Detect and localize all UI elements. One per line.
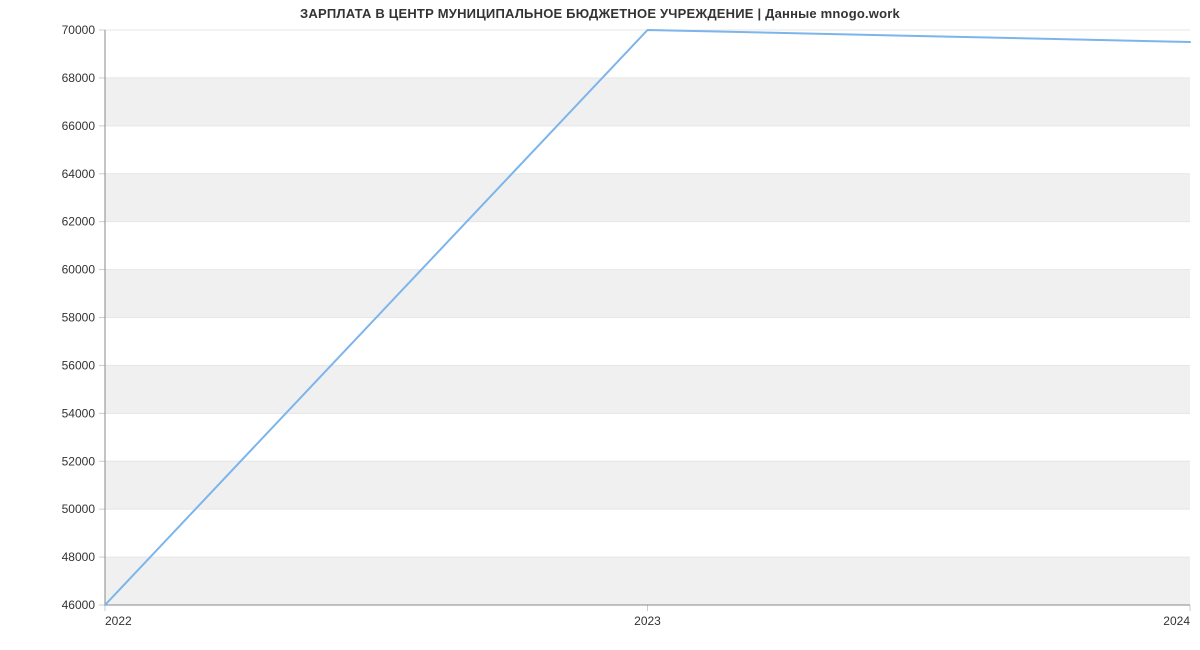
y-tick-label: 46000 bbox=[62, 598, 96, 612]
x-tick-label: 2022 bbox=[105, 614, 132, 628]
y-tick-label: 70000 bbox=[62, 23, 96, 37]
grid-band bbox=[105, 270, 1190, 318]
grid-band bbox=[105, 365, 1190, 413]
x-tick-label: 2023 bbox=[634, 614, 661, 628]
y-tick-label: 66000 bbox=[62, 119, 96, 133]
grid-band bbox=[105, 174, 1190, 222]
y-tick-label: 52000 bbox=[62, 454, 96, 468]
y-tick-label: 60000 bbox=[62, 263, 96, 277]
grid-band bbox=[105, 461, 1190, 509]
grid-band bbox=[105, 30, 1190, 78]
y-tick-label: 50000 bbox=[62, 502, 96, 516]
y-tick-label: 62000 bbox=[62, 215, 96, 229]
line-chart: ЗАРПЛАТА В ЦЕНТР МУНИЦИПАЛЬНОЕ БЮДЖЕТНОЕ… bbox=[0, 0, 1200, 650]
chart-svg: 46000 48000 50000 52000 54000 56000 58000 60000… bbox=[0, 0, 1200, 650]
grid-band bbox=[105, 509, 1190, 557]
grid-band bbox=[105, 557, 1190, 605]
grid-band bbox=[105, 222, 1190, 270]
y-tick-label: 48000 bbox=[62, 550, 96, 564]
y-tick-label: 56000 bbox=[62, 358, 96, 372]
grid-band bbox=[105, 78, 1190, 126]
grid-band bbox=[105, 318, 1190, 366]
x-tick-label: 2024 bbox=[1163, 614, 1190, 628]
y-tick-label: 58000 bbox=[62, 311, 96, 325]
y-tick-label: 68000 bbox=[62, 71, 96, 85]
y-tick-label: 54000 bbox=[62, 406, 96, 420]
grid-band bbox=[105, 413, 1190, 461]
grid-band bbox=[105, 126, 1190, 174]
y-tick-label: 64000 bbox=[62, 167, 96, 181]
